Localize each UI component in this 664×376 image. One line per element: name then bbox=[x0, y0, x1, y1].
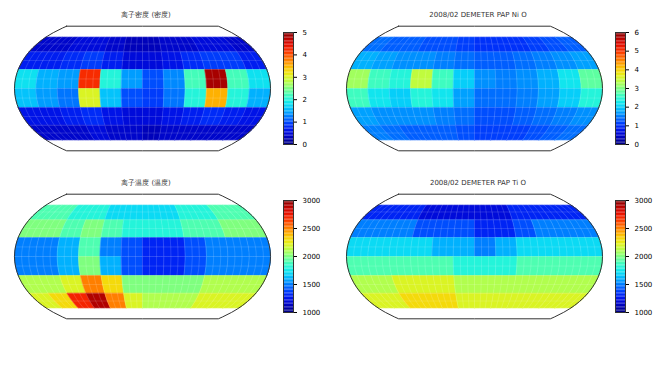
svg-text:4: 4 bbox=[635, 66, 640, 74]
svg-text:3000: 3000 bbox=[303, 197, 321, 205]
svg-text:0: 0 bbox=[303, 141, 307, 149]
svg-text:3000: 3000 bbox=[635, 197, 653, 205]
svg-text:0: 0 bbox=[635, 141, 639, 149]
svg-text:1500: 1500 bbox=[303, 281, 321, 289]
svg-text:2500: 2500 bbox=[303, 225, 321, 233]
html-text:离子温度 (温度): 离子温度 (温度) bbox=[121, 179, 171, 187]
svg-text:3: 3 bbox=[303, 74, 307, 82]
svg-text:2: 2 bbox=[303, 96, 307, 104]
svg-text:1: 1 bbox=[303, 118, 307, 126]
svg-text:3: 3 bbox=[635, 85, 639, 93]
svg-text:5: 5 bbox=[635, 47, 639, 55]
svg-text:5: 5 bbox=[303, 29, 307, 37]
svg-text:4: 4 bbox=[303, 51, 308, 59]
svg-text:2000: 2000 bbox=[635, 253, 653, 261]
svg-text:2: 2 bbox=[635, 103, 639, 111]
svg-text:1000: 1000 bbox=[303, 309, 321, 317]
svg-text:1500: 1500 bbox=[635, 281, 653, 289]
html-text:离子密度 (密度): 离子密度 (密度) bbox=[121, 11, 171, 19]
html-text:2008/02 DEMETER PAP Ni O: 2008/02 DEMETER PAP Ni O bbox=[429, 11, 527, 19]
svg-text:1000: 1000 bbox=[635, 309, 653, 317]
html-text:2008/02 DEMETER PAP Ti O: 2008/02 DEMETER PAP Ti O bbox=[429, 179, 527, 187]
svg-text:6: 6 bbox=[635, 29, 640, 37]
svg-text:2500: 2500 bbox=[635, 225, 653, 233]
svg-text:1: 1 bbox=[635, 122, 639, 130]
svg-text:2000: 2000 bbox=[303, 253, 321, 261]
